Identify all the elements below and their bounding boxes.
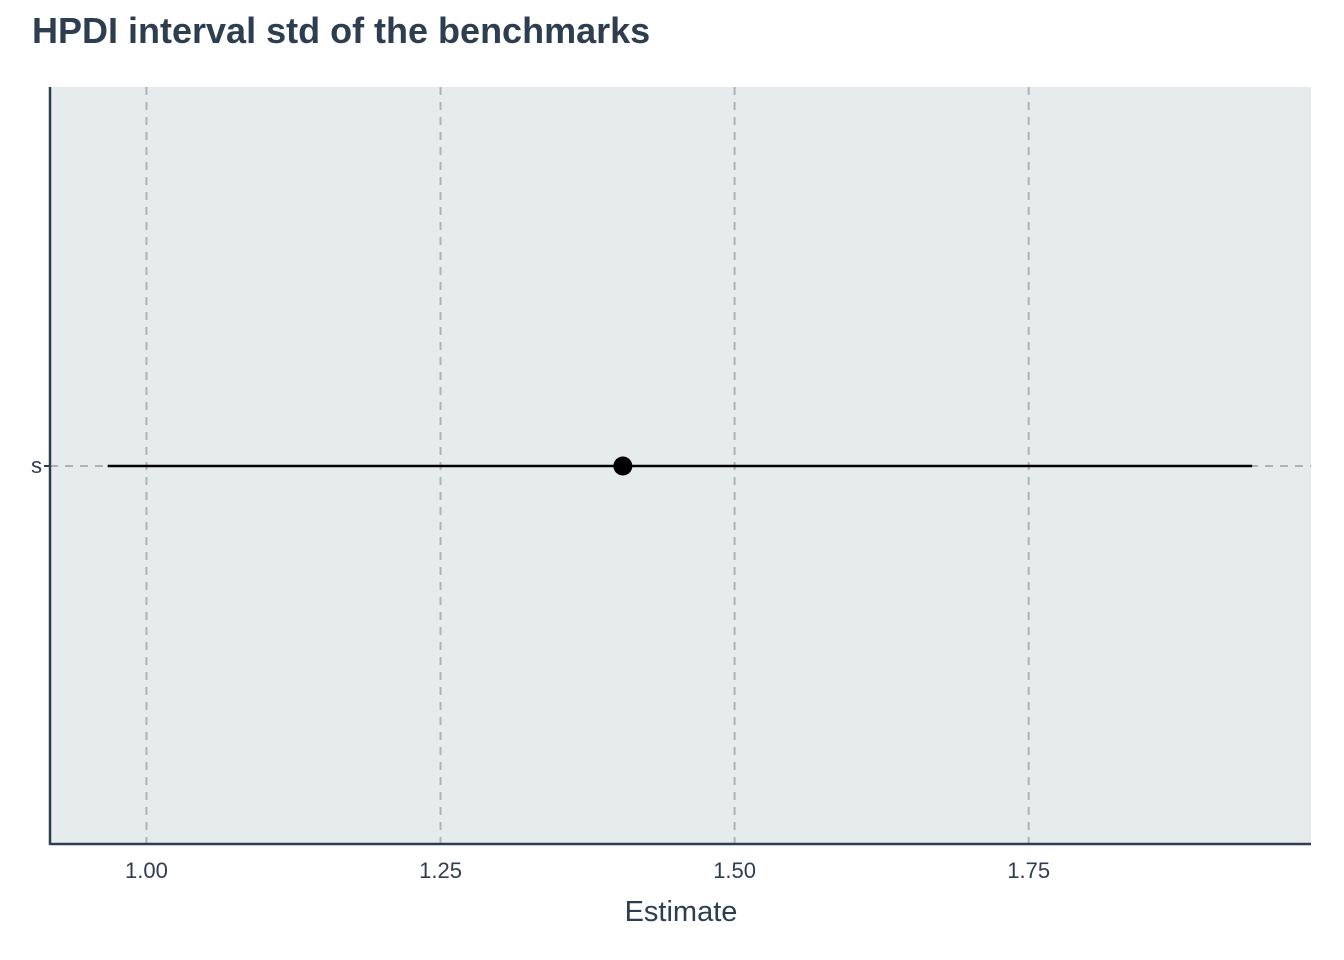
chart-title: HPDI interval std of the benchmarks bbox=[32, 10, 650, 51]
x-tick-label: 1.00 bbox=[125, 858, 168, 883]
estimate-point bbox=[613, 456, 633, 476]
x-tick-label: 1.50 bbox=[713, 858, 756, 883]
x-tick-labels: 1.00 1.25 1.50 1.75 bbox=[125, 858, 1050, 883]
y-tick-labels: s bbox=[31, 453, 42, 478]
y-tick-label: s bbox=[31, 453, 42, 478]
axes bbox=[44, 87, 1311, 846]
x-tick-label: 1.75 bbox=[1007, 858, 1050, 883]
x-tick-label: 1.25 bbox=[419, 858, 462, 883]
data-marks bbox=[107, 456, 1253, 476]
x-axis-title: Estimate bbox=[625, 896, 738, 928]
